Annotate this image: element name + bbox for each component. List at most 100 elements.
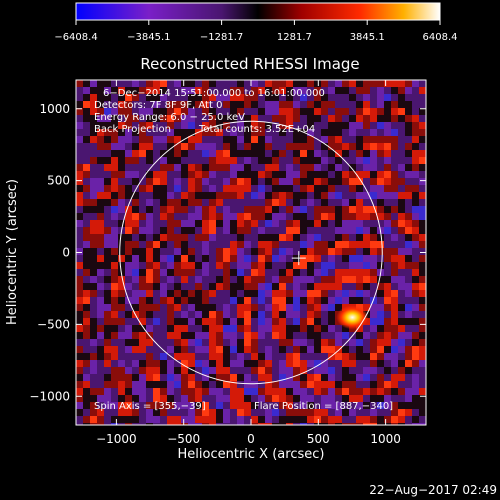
heatmap-cell xyxy=(216,374,224,382)
heatmap-cell xyxy=(195,241,203,249)
heatmap-cell xyxy=(174,416,182,424)
heatmap-cell xyxy=(286,87,294,95)
heatmap-cell xyxy=(167,381,175,389)
heatmap-cell xyxy=(195,381,203,389)
heatmap-cell xyxy=(272,297,280,305)
heatmap-cell xyxy=(342,283,350,291)
heatmap-cell xyxy=(307,381,315,389)
heatmap-cell xyxy=(265,171,273,179)
heatmap-cell xyxy=(300,423,308,425)
heatmap-cell xyxy=(139,122,147,130)
heatmap-cell xyxy=(244,325,252,333)
heatmap-cell xyxy=(412,409,420,417)
heatmap-cell xyxy=(76,164,84,172)
heatmap-cell xyxy=(202,339,210,347)
heatmap-cell xyxy=(314,143,322,151)
heatmap-cell xyxy=(251,87,259,95)
heatmap-cell xyxy=(265,157,273,165)
heatmap-cell xyxy=(132,374,140,382)
heatmap-cell xyxy=(181,283,189,291)
heatmap-cell xyxy=(314,409,322,417)
heatmap-cell xyxy=(76,241,84,249)
heatmap-cell xyxy=(398,108,406,116)
heatmap-cell xyxy=(307,262,315,270)
heatmap-cell xyxy=(293,374,301,382)
heatmap-cell xyxy=(307,339,315,347)
heatmap-cell xyxy=(104,269,112,277)
heatmap-cell xyxy=(251,325,259,333)
heatmap-cell xyxy=(132,381,140,389)
heatmap-cell xyxy=(258,129,266,137)
heatmap-cell xyxy=(160,241,168,249)
heatmap-cell xyxy=(391,178,399,186)
heatmap-cell xyxy=(83,129,91,137)
heatmap-cell xyxy=(153,395,161,403)
heatmap-cell xyxy=(335,136,343,144)
heatmap-cell xyxy=(377,402,385,410)
heatmap-cell xyxy=(160,213,168,221)
heatmap-cell xyxy=(118,346,126,354)
heatmap-cell xyxy=(377,409,385,417)
heatmap-cell xyxy=(300,381,308,389)
heatmap-cell xyxy=(223,269,231,277)
heatmap-cell xyxy=(363,94,371,102)
heatmap-cell xyxy=(412,87,420,95)
heatmap-cell xyxy=(258,318,266,326)
heatmap-cell xyxy=(181,423,189,425)
heatmap-cell xyxy=(321,206,329,214)
heatmap-cell xyxy=(349,80,357,88)
heatmap-cell xyxy=(391,171,399,179)
heatmap-cell xyxy=(76,332,84,340)
heatmap-cell xyxy=(181,157,189,165)
heatmap-cell xyxy=(258,150,266,158)
heatmap-cell xyxy=(307,108,315,116)
heatmap-cell xyxy=(314,206,322,214)
heatmap-cell xyxy=(349,199,357,207)
heatmap-cell xyxy=(293,353,301,361)
heatmap-cell xyxy=(328,164,336,172)
heatmap-cell xyxy=(174,199,182,207)
y-tick-label: 500 xyxy=(47,174,70,188)
heatmap-cell xyxy=(111,199,119,207)
heatmap-cell xyxy=(90,164,98,172)
heatmap-cell xyxy=(160,304,168,312)
heatmap-cell xyxy=(97,164,105,172)
heatmap-cell xyxy=(76,150,84,158)
heatmap-cell xyxy=(174,101,182,109)
heatmap-cell xyxy=(181,402,189,410)
heatmap-cell xyxy=(216,304,224,312)
annotation-flare-position: Flare Position = [887,−340] xyxy=(254,401,393,412)
heatmap-cell xyxy=(83,269,91,277)
heatmap-cell xyxy=(405,199,413,207)
heatmap-cell xyxy=(97,108,105,116)
heatmap-cell xyxy=(195,185,203,193)
heatmap-cell xyxy=(209,360,217,368)
heatmap-cell xyxy=(384,269,392,277)
heatmap-cell xyxy=(307,122,315,130)
heatmap-cell xyxy=(328,318,336,326)
heatmap-cell xyxy=(258,248,266,256)
heatmap-cell xyxy=(342,129,350,137)
heatmap-cell xyxy=(216,416,224,424)
heatmap-cell xyxy=(342,87,350,95)
heatmap-cell xyxy=(384,262,392,270)
heatmap-cell xyxy=(111,262,119,270)
heatmap-cell xyxy=(377,206,385,214)
heatmap-cell xyxy=(384,157,392,165)
heatmap-cell xyxy=(251,276,259,284)
heatmap-cell xyxy=(300,262,308,270)
heatmap-cell xyxy=(279,185,287,193)
heatmap-cell xyxy=(384,178,392,186)
heatmap-cell xyxy=(251,178,259,186)
heatmap-cell xyxy=(286,115,294,123)
heatmap-cell xyxy=(230,143,238,151)
heatmap-cell xyxy=(251,297,259,305)
heatmap-cell xyxy=(209,220,217,228)
heatmap-cell xyxy=(251,304,259,312)
heatmap-cell xyxy=(90,234,98,242)
heatmap-cell xyxy=(307,276,315,284)
heatmap-cell xyxy=(370,192,378,200)
heatmap-cell xyxy=(160,367,168,375)
heatmap-cell xyxy=(104,262,112,270)
heatmap-cell xyxy=(349,395,357,403)
